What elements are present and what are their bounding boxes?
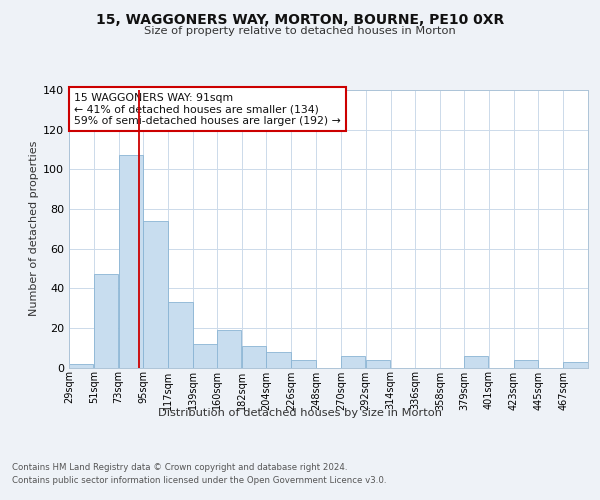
Bar (291, 360, 316, 368)
Text: 15, WAGGONERS WAY, MORTON, BOURNE, PE10 0XR: 15, WAGGONERS WAY, MORTON, BOURNE, PE10 … (96, 12, 504, 26)
Text: 15 WAGGONERS WAY: 91sqm
← 41% of detached houses are smaller (134)
59% of semi-d: 15 WAGGONERS WAY: 91sqm ← 41% of detache… (74, 93, 341, 126)
Bar (266, 352, 291, 368)
Bar (341, 356, 365, 368)
Bar (464, 356, 488, 368)
Bar (69, 364, 94, 368)
Bar (193, 344, 218, 367)
Bar (514, 360, 538, 368)
Bar (119, 156, 143, 368)
Bar (563, 362, 587, 368)
Bar (143, 221, 168, 368)
Bar (366, 360, 390, 368)
Y-axis label: Number of detached properties: Number of detached properties (29, 141, 39, 316)
Bar (94, 274, 118, 368)
Bar (217, 330, 241, 368)
Text: Distribution of detached houses by size in Morton: Distribution of detached houses by size … (158, 408, 442, 418)
Text: Contains public sector information licensed under the Open Government Licence v3: Contains public sector information licen… (12, 476, 386, 485)
Text: Size of property relative to detached houses in Morton: Size of property relative to detached ho… (144, 26, 456, 36)
Bar (168, 302, 193, 368)
Text: Contains HM Land Registry data © Crown copyright and database right 2024.: Contains HM Land Registry data © Crown c… (12, 462, 347, 471)
Bar (242, 346, 266, 368)
